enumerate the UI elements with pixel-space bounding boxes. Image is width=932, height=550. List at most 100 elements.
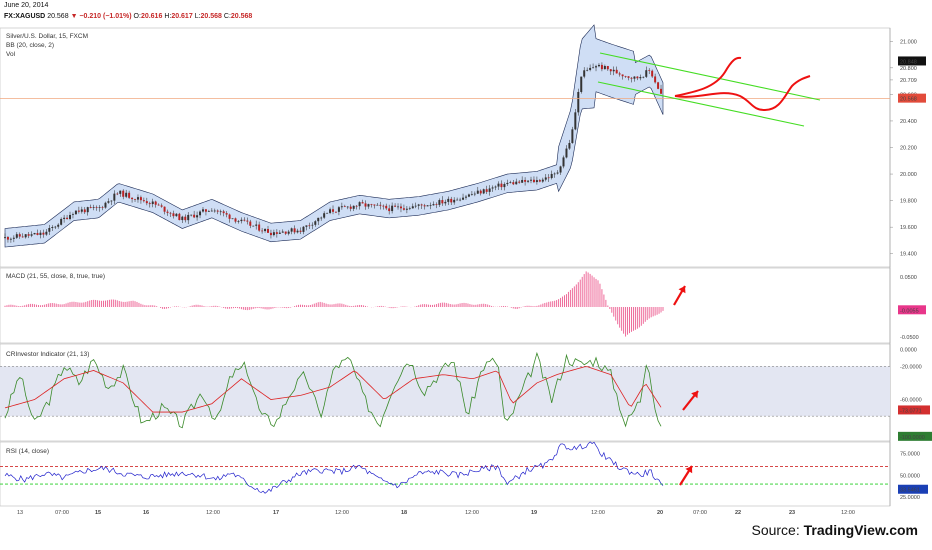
candle-body xyxy=(136,197,139,200)
candle-body xyxy=(521,179,524,183)
candle-body xyxy=(334,211,337,213)
y-tick-label: 20.000 xyxy=(900,172,917,178)
candle-body xyxy=(77,210,80,212)
candle-body xyxy=(287,231,290,234)
candle-body xyxy=(459,199,462,201)
candle-body xyxy=(33,233,36,235)
candle-body xyxy=(207,211,210,212)
candle-body xyxy=(630,77,633,79)
candle-body xyxy=(538,180,541,182)
candle-body xyxy=(500,183,503,188)
cri-fast-label: -100.0000 xyxy=(900,435,925,441)
candle-body xyxy=(284,231,287,234)
candle-body xyxy=(281,231,284,233)
y-tick-label: 20.200 xyxy=(900,146,917,152)
candle-body xyxy=(417,204,420,206)
candle-body xyxy=(169,212,172,214)
candle-body xyxy=(479,190,482,194)
candle-body xyxy=(42,232,45,235)
candle-body xyxy=(240,219,243,222)
candle-body xyxy=(157,204,160,206)
candle-body xyxy=(57,224,60,227)
rsi-title: RSI (14, close) xyxy=(6,448,49,455)
forecast-curve-up xyxy=(674,56,742,97)
candle-body xyxy=(524,179,527,182)
candle-body xyxy=(397,206,400,208)
candle-body xyxy=(134,199,137,200)
candle-body xyxy=(154,201,157,205)
candle-body xyxy=(583,70,586,77)
candle-body xyxy=(450,198,453,203)
macd-panel: MACD (21, 55, close, 8, true, true) 0.050… xyxy=(4,271,926,341)
candle-body xyxy=(518,181,521,183)
source-credit: Source: TradingView.com xyxy=(751,522,918,538)
candle-body xyxy=(642,76,645,78)
candle-body xyxy=(379,204,382,206)
candle-body xyxy=(544,177,547,180)
candle-body xyxy=(278,232,281,234)
candle-body xyxy=(349,206,352,209)
price-legend-item: Vol xyxy=(6,51,16,58)
candle-body xyxy=(337,207,340,212)
candle-body xyxy=(352,205,355,209)
x-tick-label: 16 xyxy=(143,510,149,516)
candle-body xyxy=(107,201,110,203)
bollinger-band xyxy=(4,24,664,248)
y-tick-label: 20.800 xyxy=(900,66,917,72)
x-tick-label: 20 xyxy=(657,510,663,516)
candle-body xyxy=(577,91,580,113)
rsi-value-tag xyxy=(898,484,928,494)
rsi-value-label: 33.5461 xyxy=(900,488,920,494)
candle-body xyxy=(657,82,660,89)
candle-body xyxy=(432,204,435,206)
candle-body xyxy=(101,207,104,208)
candle-body xyxy=(346,206,349,208)
candle-body xyxy=(225,213,228,215)
ohlc-high-value: 20.617 xyxy=(171,13,193,20)
candle-body xyxy=(74,210,77,215)
candle-body xyxy=(66,217,69,219)
cri-range-band xyxy=(0,366,890,417)
y-tick-label: 20.709 xyxy=(900,78,917,84)
cri-slow-tag xyxy=(898,405,930,415)
candle-body xyxy=(589,67,592,70)
price-panel: Silver/U.S. Dollar, 15, FXCM BB (20, clos… xyxy=(0,24,926,258)
quote-line: FX:XAGUSD 20.568 ▼ −0.210 (−1.01%) O:20.… xyxy=(4,13,252,20)
ohlc-open-key: O: xyxy=(133,13,141,20)
x-tick-label: 12:00 xyxy=(206,510,220,516)
candle-body xyxy=(636,76,639,79)
candle-body xyxy=(80,209,83,212)
candle-body xyxy=(255,224,258,226)
candle-body xyxy=(264,228,267,232)
candle-body xyxy=(660,88,663,94)
bb-upper-label: 20.848 xyxy=(900,59,917,65)
candle-body xyxy=(648,70,651,71)
candle-body xyxy=(216,210,219,212)
candle-body xyxy=(453,199,456,203)
y-tick-label: 0.0500 xyxy=(900,275,917,281)
arrow-head-icon xyxy=(691,391,698,399)
candle-body xyxy=(485,189,488,192)
cri-slow-line xyxy=(4,366,662,413)
candle-body xyxy=(199,211,202,216)
candle-body xyxy=(92,207,95,208)
candle-body xyxy=(391,205,394,212)
ohlc-low-key: L: xyxy=(194,13,201,20)
candle-body xyxy=(506,182,509,185)
candle-body xyxy=(426,205,429,207)
candle-body xyxy=(329,209,332,213)
candle-body xyxy=(541,179,544,182)
candle-body xyxy=(464,196,467,198)
ohlc-close-value: 20.568 xyxy=(230,13,253,20)
x-tick-label: 17 xyxy=(273,510,279,516)
source-prefix: Source: xyxy=(751,522,804,538)
candle-body xyxy=(60,218,63,225)
candle-body xyxy=(181,216,184,221)
candle-body xyxy=(63,217,66,219)
candle-body xyxy=(196,215,199,218)
price-title: Silver/U.S. Dollar, 15, FXCM xyxy=(6,33,88,40)
candle-body xyxy=(654,76,657,83)
annotations xyxy=(597,52,821,486)
candle-body xyxy=(497,183,500,187)
